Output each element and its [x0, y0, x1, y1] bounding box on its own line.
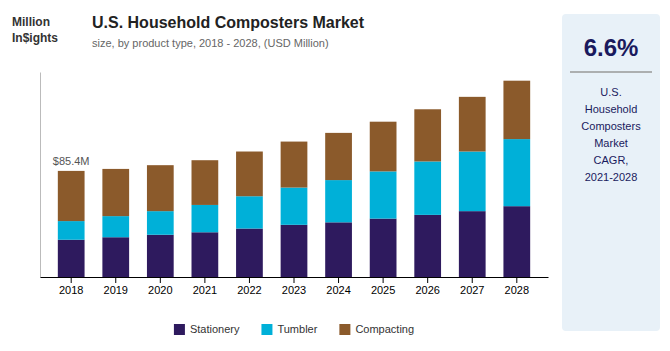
cagr-value: 6.6%	[584, 34, 639, 61]
bars	[58, 81, 530, 277]
bar	[503, 139, 530, 206]
bar	[370, 171, 397, 218]
bar	[58, 171, 85, 221]
x-tick: 2023	[282, 277, 306, 296]
bar	[58, 240, 85, 277]
x-tick: 2026	[415, 277, 439, 296]
bar	[459, 97, 486, 152]
y-axis	[40, 73, 41, 278]
x-tick-label: 2024	[326, 284, 350, 296]
x-tick-mark	[160, 277, 161, 283]
x-tick: 2021	[193, 277, 217, 296]
bar	[192, 232, 219, 277]
bar	[102, 237, 129, 277]
x-tick-mark	[204, 277, 205, 283]
cagr-label-line: Market	[594, 137, 628, 149]
bar	[192, 205, 219, 232]
x-tick: 2020	[148, 277, 172, 296]
x-tick-mark	[383, 277, 384, 283]
x-tick: 2022	[237, 277, 261, 296]
bar	[147, 211, 174, 235]
bar	[459, 152, 486, 212]
x-tick-label: 2023	[282, 284, 306, 296]
bar	[370, 122, 397, 172]
cagr-label-line: U.S.	[600, 86, 621, 98]
chart-svg: Million In$ights U.S. Household Composters…	[0, 0, 670, 351]
x-tick-label: 2018	[59, 284, 83, 296]
bar	[503, 206, 530, 277]
bar	[414, 109, 441, 161]
subtitle: size, by product type, 2018 - 2028, (USD…	[92, 37, 329, 49]
logo-text: In$ights	[12, 31, 58, 45]
bar	[236, 229, 263, 277]
bar	[236, 152, 263, 197]
bar	[147, 165, 174, 211]
x-tick: 2025	[371, 277, 395, 296]
cagr-label: U.S. Household Composters Market CAGR, 2021-2…	[581, 86, 641, 183]
bar	[192, 160, 219, 205]
x-axis: 2018 2019 2020 2021 2022 2023 2024 2025 2026 2027…	[41, 277, 549, 296]
x-tick-label: 2022	[237, 284, 261, 296]
x-tick-label: 2019	[104, 284, 128, 296]
bar	[414, 215, 441, 277]
legend-item: Tumbler	[261, 323, 317, 335]
legend-label: Tumbler	[277, 323, 317, 335]
bar	[281, 142, 308, 188]
legend-label: Compacting	[355, 323, 414, 335]
x-tick-label: 2020	[148, 284, 172, 296]
cagr-label-line: Composters	[581, 120, 641, 132]
legend-item: Compacting	[339, 323, 414, 335]
bar	[102, 216, 129, 237]
x-tick-mark	[472, 277, 473, 283]
bar	[325, 133, 352, 180]
bar	[370, 219, 397, 277]
cagr-label-line: 2021-2028	[585, 171, 638, 183]
bar	[325, 180, 352, 222]
x-tick: 2027	[460, 277, 484, 296]
cagr-label-line: CAGR,	[594, 154, 629, 166]
bar	[147, 235, 174, 277]
legend-swatch	[174, 324, 185, 335]
x-tick-mark	[71, 277, 72, 283]
bar	[102, 169, 129, 216]
bar	[58, 221, 85, 240]
x-tick-label: 2025	[371, 284, 395, 296]
cagr-divider	[570, 71, 652, 73]
bar	[236, 196, 263, 228]
x-tick-mark	[249, 277, 250, 283]
bar	[325, 222, 352, 277]
cagr-box: 6.6% U.S. Household Composters Market CAGR, 20…	[562, 14, 660, 331]
bar	[281, 225, 308, 277]
cagr-background	[562, 14, 660, 331]
x-tick-label: 2026	[415, 284, 439, 296]
x-tick-mark	[115, 277, 116, 283]
bar	[414, 161, 441, 214]
bar-series	[58, 81, 530, 221]
cagr-label-line: Household	[585, 103, 638, 115]
x-tick-mark	[516, 277, 517, 283]
legend: Stationery Tumbler Compacting	[174, 323, 414, 335]
legend-label: Stationery	[190, 323, 240, 335]
title: U.S. Household Composters Market	[92, 14, 365, 31]
x-tick-mark	[427, 277, 428, 283]
x-tick-label: 2021	[193, 284, 217, 296]
annotation: $85.4M	[53, 155, 90, 167]
x-tick-label: 2027	[460, 284, 484, 296]
legend-swatch	[261, 324, 272, 335]
x-tick: 2024	[326, 277, 350, 296]
logo-text: Million	[12, 15, 50, 29]
legend-item: Stationery	[174, 323, 240, 335]
legend-swatch	[339, 324, 350, 335]
bar	[503, 81, 530, 139]
x-tick-mark	[294, 277, 295, 283]
x-tick-label: 2028	[505, 284, 529, 296]
x-tick: 2019	[104, 277, 128, 296]
x-tick: 2018	[59, 277, 83, 296]
x-tick: 2028	[505, 277, 529, 296]
bar-series	[58, 139, 530, 240]
y-axis-line	[40, 73, 41, 278]
bar	[281, 188, 308, 225]
x-tick-mark	[338, 277, 339, 283]
bar	[459, 211, 486, 277]
